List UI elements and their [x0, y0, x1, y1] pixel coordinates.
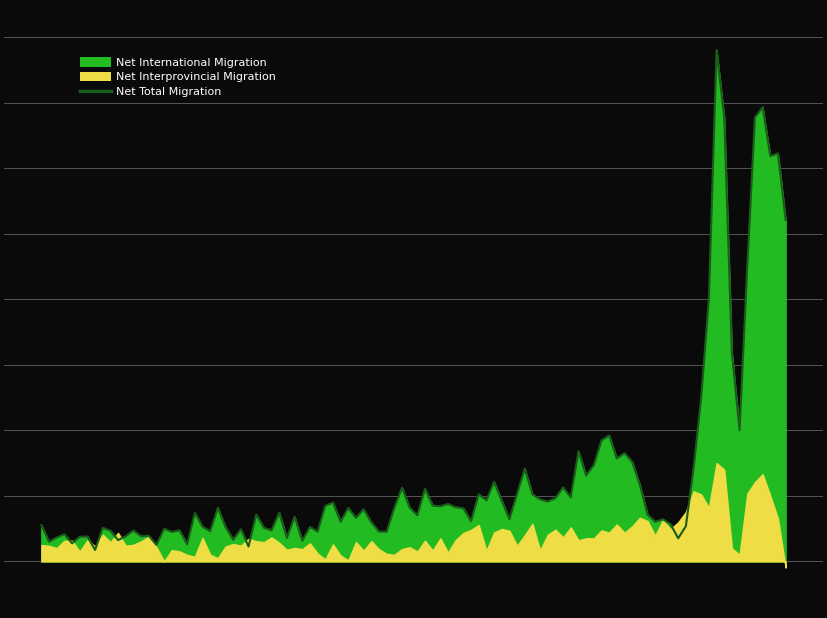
- Legend: Net International Migration, Net Interprovincial Migration, Net Total Migration: Net International Migration, Net Interpr…: [75, 53, 280, 101]
